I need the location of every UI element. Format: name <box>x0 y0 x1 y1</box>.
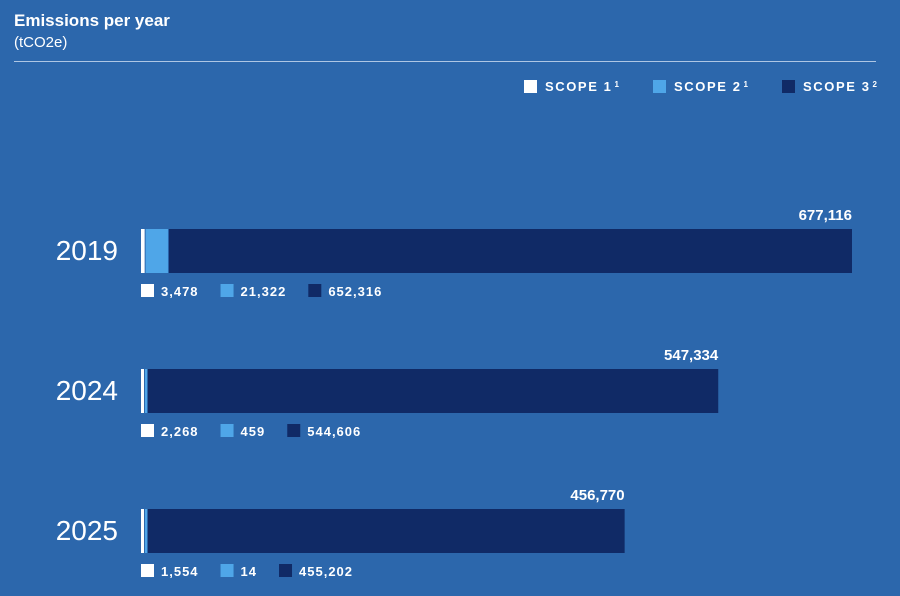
value-label-2019-scope-2: 21,322 <box>241 284 287 299</box>
legend-footnote-scope-1: 1 <box>614 80 619 89</box>
legend-swatch-scope-1 <box>523 80 537 93</box>
legend-swatch-scope-3 <box>781 80 795 93</box>
value-label-2024-scope-1: 2,268 <box>161 424 199 439</box>
bar-segment-2025-scope-1 <box>141 509 144 553</box>
legend-label-scope-2: SCOPE 2 <box>673 79 742 94</box>
year-label-2025: 2025 <box>56 515 118 546</box>
value-swatch-2024-scope-2 <box>220 424 234 437</box>
bar-segment-2019-scope-2 <box>145 229 168 273</box>
value-swatch-2025-scope-1 <box>141 564 154 577</box>
value-label-2025-scope-3: 455,202 <box>299 564 353 579</box>
legend-footnote-scope-2: 1 <box>743 80 748 89</box>
value-swatch-2024-scope-1 <box>141 424 154 437</box>
value-label-2019-scope-1: 3,478 <box>161 284 199 299</box>
bar-segment-2025-scope-2 <box>145 509 147 553</box>
chart-subtitle: (tCO2e) <box>14 34 68 51</box>
value-swatch-2019-scope-2 <box>220 284 234 297</box>
chart-title: Emissions per year <box>14 11 170 30</box>
value-swatch-2025-scope-3 <box>279 564 293 577</box>
total-label-2024: 547,334 <box>664 347 719 364</box>
bar-segment-2024-scope-2 <box>145 369 147 413</box>
legend-label-scope-3: SCOPE 3 <box>802 79 871 94</box>
bar-segment-2024-scope-3 <box>148 369 719 413</box>
value-label-2025-scope-1: 1,554 <box>161 564 199 579</box>
value-swatch-2024-scope-3 <box>287 424 301 437</box>
legend-label-scope-1: SCOPE 1 <box>544 79 613 94</box>
header-divider <box>14 61 876 62</box>
value-label-2024-scope-2: 459 <box>241 424 266 439</box>
value-label-2024-scope-3: 544,606 <box>307 424 361 439</box>
value-label-2019-scope-3: 652,316 <box>328 284 382 299</box>
legend-swatch-scope-2 <box>652 80 666 93</box>
year-label-2019: 2019 <box>56 235 118 266</box>
value-label-2025-scope-2: 14 <box>241 564 257 579</box>
value-swatch-2025-scope-2 <box>220 564 234 577</box>
bar-segment-2019-scope-1 <box>141 229 145 273</box>
value-swatch-2019-scope-1 <box>141 284 154 297</box>
value-swatch-2019-scope-3 <box>308 284 322 297</box>
total-label-2019: 677,116 <box>799 207 852 224</box>
bar-segment-2024-scope-1 <box>141 369 144 413</box>
legend-footnote-scope-3: 2 <box>872 80 877 89</box>
bar-segment-2019-scope-3 <box>168 229 852 273</box>
year-label-2024: 2024 <box>56 375 118 406</box>
total-label-2025: 456,770 <box>570 487 624 504</box>
bar-segment-2025-scope-3 <box>148 509 625 553</box>
